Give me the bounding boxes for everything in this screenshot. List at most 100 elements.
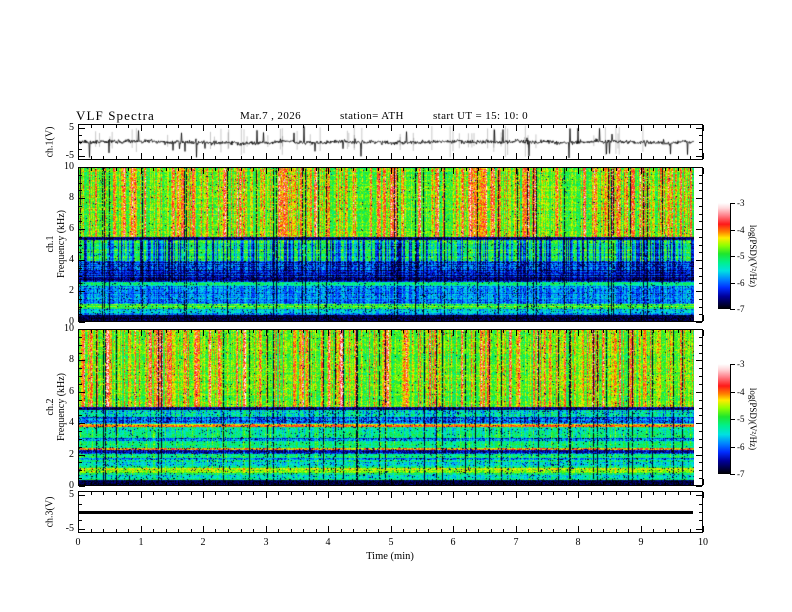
x-tick <box>128 330 129 333</box>
x-tick <box>241 330 242 333</box>
y-tick <box>79 175 82 176</box>
y-tick <box>699 512 702 513</box>
x-tick <box>316 482 317 485</box>
x-tick <box>665 492 666 495</box>
colorbar-tick-label: -3 <box>737 359 745 369</box>
x-tick <box>341 482 342 485</box>
x-tick <box>503 492 504 495</box>
x-tick <box>416 330 417 333</box>
x-tick <box>628 125 629 128</box>
x-tick <box>241 156 242 159</box>
x-tick <box>703 315 704 321</box>
x-tick <box>128 529 129 532</box>
x-tick <box>166 156 167 159</box>
x-tick <box>353 492 354 495</box>
x-tick <box>353 156 354 159</box>
x-tick <box>403 330 404 333</box>
x-tick <box>241 125 242 128</box>
x-tick <box>591 330 592 333</box>
x-tick <box>616 492 617 495</box>
x-tick <box>328 315 329 321</box>
y-tick-label: 6 <box>69 223 74 234</box>
x-tick <box>703 492 704 498</box>
ch1-waveform-panel-frame <box>78 124 703 160</box>
x-tick <box>491 482 492 485</box>
y-tick <box>696 198 702 199</box>
x-tick <box>653 482 654 485</box>
x-tick <box>665 125 666 128</box>
x-tick <box>378 125 379 128</box>
y-tick <box>699 415 702 416</box>
colorbar-ch1 <box>718 203 730 309</box>
x-tick <box>628 529 629 532</box>
y-tick <box>699 307 702 308</box>
x-tick <box>303 125 304 128</box>
x-tick <box>403 318 404 321</box>
x-tick <box>641 153 642 159</box>
x-tick-label: 0 <box>75 537 81 548</box>
x-tick <box>91 168 92 171</box>
x-tick <box>128 482 129 485</box>
x-tick <box>316 125 317 128</box>
x-tick <box>91 318 92 321</box>
y-tick-label: -5 <box>65 523 74 534</box>
x-tick <box>241 492 242 495</box>
x-tick <box>678 529 679 532</box>
x-tick <box>341 156 342 159</box>
x-tick <box>553 492 554 495</box>
x-tick <box>366 125 367 128</box>
x-tick <box>116 529 117 532</box>
colorbar-tick-label: -6 <box>737 442 745 452</box>
ch3-waveform-panel-frame <box>78 491 703 533</box>
x-tick <box>153 482 154 485</box>
y-tick <box>79 260 85 261</box>
y-tick <box>699 384 702 385</box>
y-tick <box>699 214 702 215</box>
x-tick <box>253 482 254 485</box>
x-tick <box>653 156 654 159</box>
x-tick <box>391 125 392 131</box>
y-tick <box>699 447 702 448</box>
x-tick <box>466 318 467 321</box>
y-tick <box>79 214 82 215</box>
y-tick <box>79 245 82 246</box>
x-tick <box>278 318 279 321</box>
x-tick <box>416 156 417 159</box>
x-tick <box>491 125 492 128</box>
x-tick <box>103 125 104 128</box>
x-tick <box>665 529 666 532</box>
x-tick <box>466 482 467 485</box>
x-tick <box>441 318 442 321</box>
x-tick <box>391 168 392 174</box>
x-tick <box>215 330 216 333</box>
x-tick <box>303 318 304 321</box>
y-tick <box>79 252 82 253</box>
x-tick <box>616 168 617 171</box>
x-tick <box>228 529 229 532</box>
x-tick <box>441 482 442 485</box>
x-tick <box>553 168 554 171</box>
y-tick <box>696 486 702 487</box>
x-tick <box>678 482 679 485</box>
y-tick <box>79 237 82 238</box>
x-tick <box>528 168 529 171</box>
x-tick <box>316 529 317 532</box>
colorbar-tick-label: -7 <box>737 469 745 479</box>
y-tick <box>79 198 85 199</box>
x-tick <box>116 330 117 333</box>
y-tick <box>699 135 702 136</box>
x-tick <box>328 526 329 532</box>
x-tick <box>478 492 479 495</box>
x-tick <box>178 482 179 485</box>
x-tick <box>566 482 567 485</box>
y-tick <box>699 520 702 521</box>
y-tick <box>79 142 82 143</box>
x-tick <box>503 318 504 321</box>
x-tick <box>566 168 567 171</box>
x-tick <box>191 330 192 333</box>
x-tick <box>641 168 642 174</box>
colorbar-tick <box>730 474 735 475</box>
x-tick <box>616 125 617 128</box>
x-tick <box>391 479 392 485</box>
y-tick-label: 8 <box>69 354 74 365</box>
